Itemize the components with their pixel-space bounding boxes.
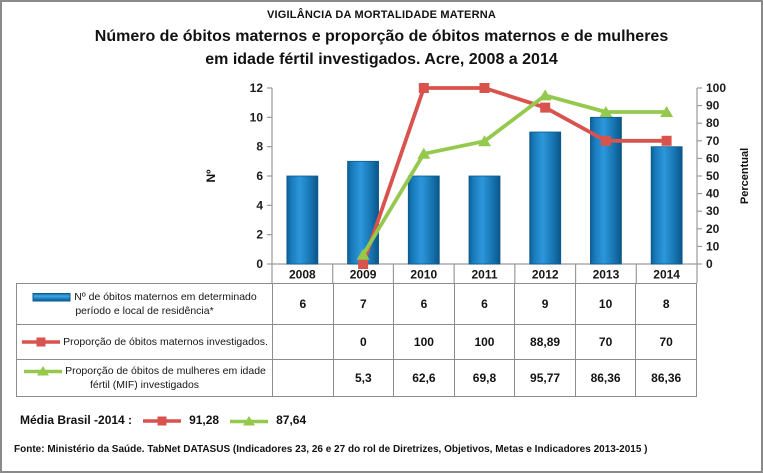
table-cell: 8 — [635, 283, 697, 325]
bar — [286, 175, 319, 265]
red-line-series — [358, 83, 672, 269]
table-cell — [272, 324, 334, 360]
table-cell: 88,89 — [514, 324, 576, 360]
table-cell: 95,77 — [514, 359, 576, 397]
svg-text:0: 0 — [256, 257, 263, 271]
table-cell: 69,8 — [453, 359, 516, 397]
series-label: Nº de óbitos maternos em determinado per… — [74, 290, 257, 317]
svg-text:80: 80 — [706, 116, 720, 130]
media-brasil-red-value: 91,28 — [189, 413, 220, 427]
svg-text:10: 10 — [706, 239, 720, 253]
data-table: Nº de óbitos maternos em determinado per… — [16, 283, 697, 397]
svg-text:12: 12 — [250, 81, 264, 95]
svg-text:20: 20 — [706, 222, 720, 236]
table-cell: 100 — [453, 324, 516, 360]
svg-text:2014: 2014 — [653, 268, 680, 282]
right-axis-tick-labels: 0 10 20 30 40 50 60 70 80 90 100 — [706, 81, 726, 271]
bar — [347, 160, 379, 265]
table-row: Nº de óbitos maternos em determinado per… — [16, 283, 697, 325]
triangle-marker — [660, 106, 674, 117]
chart-title: Número de óbitos maternos e proporção de… — [94, 28, 669, 68]
triangle-marker — [417, 147, 431, 159]
table-cell: 6 — [272, 283, 334, 325]
line-triangle-marker-icon — [230, 415, 269, 426]
svg-text:4: 4 — [256, 198, 263, 212]
footer-source: Fonte: Ministério da Saúde. TabNet DATAS… — [14, 444, 648, 455]
bar — [650, 146, 683, 265]
chart-surtitle: VIGILÂNCIA DA MORTALIDADE MATERNA — [266, 9, 497, 21]
table-cell: 7 — [332, 283, 395, 325]
left-axis-tick-labels: 0 2 4 6 8 10 12 — [250, 81, 264, 271]
triangle-marker — [538, 89, 552, 101]
table-cell: 0 — [332, 324, 395, 360]
right-axis-title: Percentual — [739, 148, 751, 204]
square-marker — [418, 83, 429, 93]
triangle-marker — [478, 135, 491, 147]
svg-text:2013: 2013 — [593, 268, 620, 282]
series-label-cell: Proporção de óbitos maternos investigado… — [16, 324, 273, 360]
svg-text:2010: 2010 — [410, 268, 437, 282]
media-brasil-red: 91,28 — [142, 413, 219, 427]
table-cell: 70 — [574, 324, 637, 360]
series-label-cell: Nº de óbitos maternos em determinado per… — [16, 283, 273, 325]
bar-series — [286, 116, 683, 265]
series-label: Proporção de óbitos maternos investigado… — [63, 335, 268, 348]
table-cell: 10 — [574, 283, 637, 325]
table-cell: 70 — [635, 324, 697, 360]
table-cell: 62,6 — [393, 359, 455, 397]
line-square-marker-icon — [22, 337, 61, 347]
svg-text:50: 50 — [706, 169, 720, 183]
svg-text:0: 0 — [706, 257, 713, 271]
triangle-marker — [599, 106, 613, 117]
table-row: Proporção de óbitos de mulheres em idade… — [16, 359, 697, 397]
svg-text:100: 100 — [706, 81, 726, 95]
table-cell: 5,3 — [332, 359, 395, 397]
svg-text:2: 2 — [256, 228, 263, 242]
table-cell: 100 — [393, 324, 455, 360]
svg-text:8: 8 — [256, 140, 263, 154]
svg-text:10: 10 — [250, 110, 264, 124]
triangle-marker — [356, 248, 370, 260]
left-axis-title: Nº — [204, 169, 218, 183]
square-marker — [540, 102, 551, 113]
square-marker — [358, 259, 369, 269]
series-label-cell: Proporção de óbitos de mulheres em idade… — [16, 359, 273, 397]
square-marker — [479, 83, 490, 93]
svg-text:90: 90 — [706, 99, 720, 113]
table-cell: 86,36 — [635, 359, 697, 397]
table-cell: 86,36 — [574, 359, 637, 397]
svg-text:70: 70 — [706, 134, 720, 148]
bar — [529, 131, 562, 265]
category-axis-labels: 2008 2009 2010 2011 2012 2013 2014 — [289, 268, 680, 282]
media-brasil-green: 87,64 — [229, 413, 306, 427]
table-cell: 9 — [514, 283, 576, 325]
table-row: Proporção de óbitos maternos investigado… — [16, 324, 697, 360]
media-brasil-note: Média Brasil -2014 : 91,28 87,64 — [20, 413, 306, 427]
table-cell — [272, 359, 334, 397]
media-brasil-label: Média Brasil -2014 : — [20, 413, 133, 427]
line-triangle-marker-icon — [24, 366, 63, 376]
table-cell: 6 — [393, 283, 455, 325]
square-marker — [600, 135, 611, 146]
svg-text:40: 40 — [706, 187, 720, 201]
bar — [407, 175, 440, 265]
series-label: Proporção de óbitos de mulheres em idade… — [65, 364, 266, 391]
svg-text:2008: 2008 — [289, 268, 316, 282]
square-marker — [661, 135, 672, 146]
table-cell: 6 — [453, 283, 516, 325]
svg-text:30: 30 — [706, 204, 720, 218]
svg-text:2011: 2011 — [471, 268, 497, 282]
green-line-series — [356, 89, 674, 260]
bar — [468, 175, 501, 265]
line-square-marker-icon — [143, 416, 182, 426]
svg-text:6: 6 — [256, 169, 263, 183]
svg-text:60: 60 — [706, 151, 720, 165]
svg-text:2012: 2012 — [532, 268, 559, 282]
svg-text:2009: 2009 — [350, 268, 377, 282]
bar-series-icon — [32, 293, 71, 302]
media-brasil-green-value: 87,64 — [276, 413, 307, 427]
